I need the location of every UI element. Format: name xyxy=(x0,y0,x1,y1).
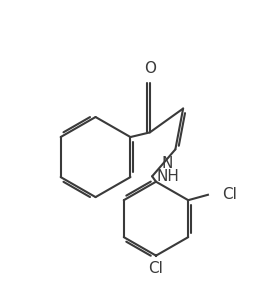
Text: O: O xyxy=(144,61,156,76)
Text: Cl: Cl xyxy=(148,261,163,276)
Text: Cl: Cl xyxy=(222,187,237,202)
Text: NH: NH xyxy=(156,169,179,184)
Text: N: N xyxy=(162,155,173,171)
